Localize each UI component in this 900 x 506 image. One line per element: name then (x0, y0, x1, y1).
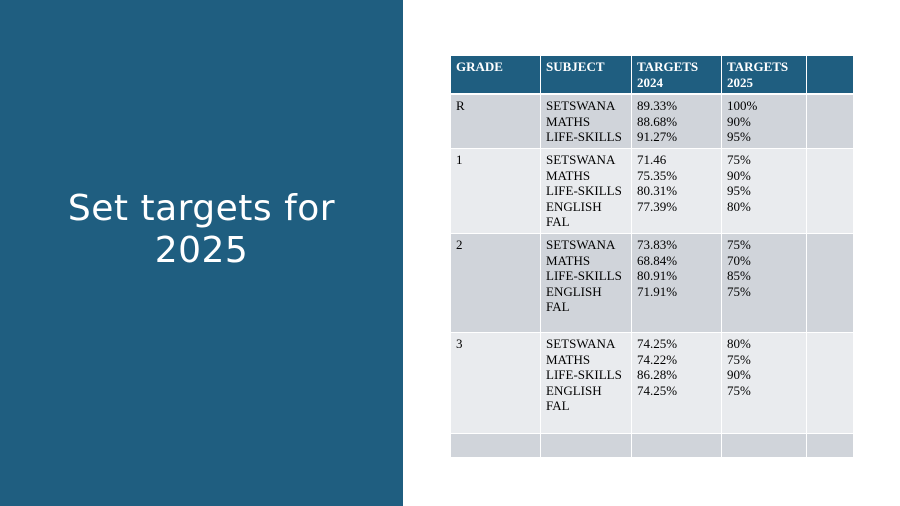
targets-2024-cell: 71.46 75.35% 80.31% 77.39% (631, 147, 722, 234)
targets-2024-cell: 74.25% 74.22% 86.28% 74.25% (631, 331, 722, 434)
header-grade: GRADE (450, 55, 541, 96)
targets-2024-cell: 89.33% 88.68% 91.27% (631, 93, 722, 149)
empty-cell (806, 147, 854, 234)
subjects-cell: SETSWANA MATHS LIFE-SKILLS ENGLISH FAL (540, 147, 632, 234)
table-row: 1 SETSWANA MATHS LIFE-SKILLS ENGLISH FAL… (450, 147, 854, 234)
targets-2025-cell: 100% 90% 95% (721, 93, 807, 149)
grade-cell: 2 (450, 232, 541, 333)
empty-cell (631, 432, 722, 458)
table-row: 2 SETSWANA MATHS LIFE-SKILLS ENGLISH FAL… (450, 232, 854, 333)
slide-title: Set targets for 2025 (67, 188, 336, 271)
empty-cell (806, 331, 854, 434)
header-subject: SUBJECT (540, 55, 632, 96)
header-empty (806, 55, 854, 96)
grade-cell: 1 (450, 147, 541, 234)
empty-cell (450, 432, 541, 458)
subjects-cell: SETSWANA MATHS LIFE-SKILLS ENGLISH FAL (540, 331, 632, 434)
grade-cell: 3 (450, 331, 541, 434)
table-row: 3 SETSWANA MATHS LIFE-SKILLS ENGLISH FAL… (450, 331, 854, 434)
subjects-cell: SETSWANA MATHS LIFE-SKILLS (540, 93, 632, 149)
empty-cell (806, 232, 854, 333)
targets-2025-cell: 80% 75% 90% 75% (721, 331, 807, 434)
table-row-empty (450, 432, 854, 458)
empty-cell (806, 93, 854, 149)
title-panel: Set targets for 2025 (0, 0, 403, 506)
grade-cell: R (450, 93, 541, 149)
empty-cell (806, 432, 854, 458)
targets-2024-cell: 73.83% 68.84% 80.91% 71.91% (631, 232, 722, 333)
targets-table: GRADE SUBJECT TARGETS 2024 TARGETS 2025 … (450, 55, 854, 458)
header-targets-2025: TARGETS 2025 (721, 55, 807, 96)
empty-cell (721, 432, 807, 458)
targets-2025-cell: 75% 90% 95% 80% (721, 147, 807, 234)
targets-2025-cell: 75% 70% 85% 75% (721, 232, 807, 333)
table-header-row: GRADE SUBJECT TARGETS 2024 TARGETS 2025 (450, 55, 854, 96)
header-targets-2024: TARGETS 2024 (631, 55, 722, 96)
table-row: R SETSWANA MATHS LIFE-SKILLS 89.33% 88.6… (450, 93, 854, 149)
subjects-cell: SETSWANA MATHS LIFE-SKILLS ENGLISH FAL (540, 232, 632, 333)
empty-cell (540, 432, 632, 458)
